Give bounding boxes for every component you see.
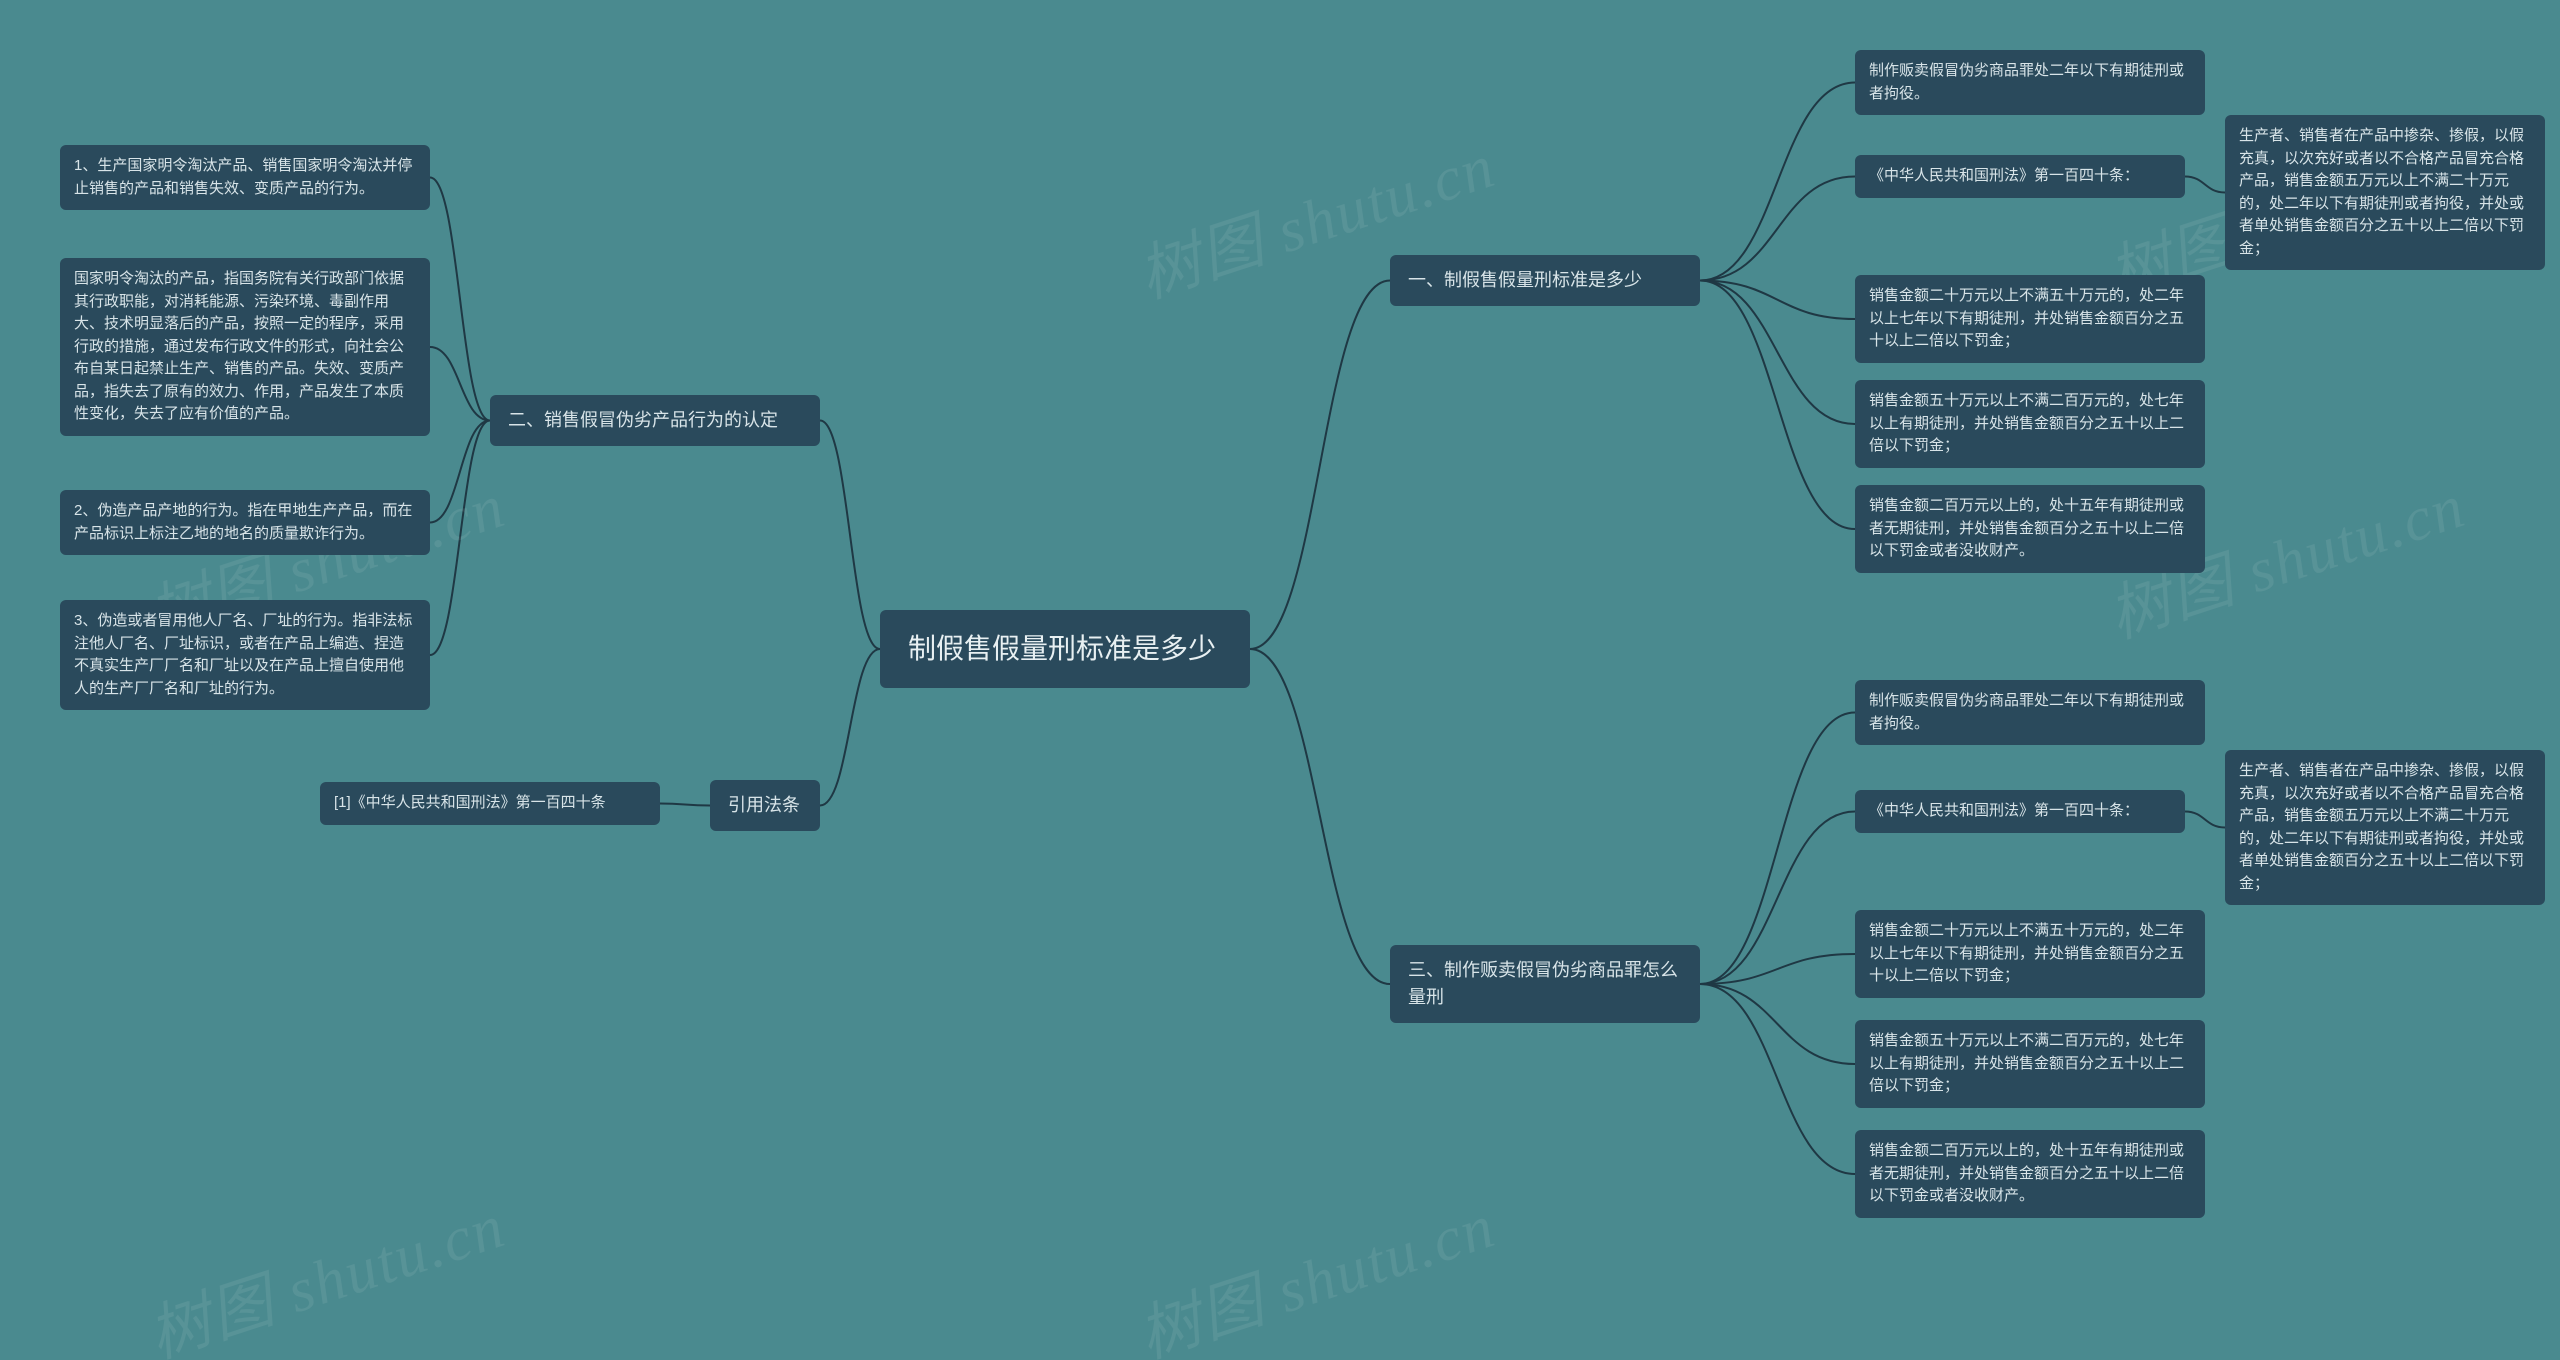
leaf-b3-1[interactable]: 制作贩卖假冒伪劣商品罪处二年以下有期徒刑或者拘役。 (1855, 680, 2205, 745)
leaf-b1-2-sub[interactable]: 生产者、销售者在产品中掺杂、掺假，以假充真，以次充好或者以不合格产品冒充合格产品… (2225, 115, 2545, 270)
branch-3[interactable]: 三、制作贩卖假冒伪劣商品罪怎么量刑 (1390, 945, 1700, 1023)
leaf-b1-1[interactable]: 制作贩卖假冒伪劣商品罪处二年以下有期徒刑或者拘役。 (1855, 50, 2205, 115)
branch-2[interactable]: 二、销售假冒伪劣产品行为的认定 (490, 395, 820, 446)
leaf-b1-2[interactable]: 《中华人民共和国刑法》第一百四十条： (1855, 155, 2185, 198)
watermark: 树图 shutu.cn (135, 1175, 515, 1360)
leaf-b3-5[interactable]: 销售金额二百万元以上的，处十五年有期徒刑或者无期徒刑，并处销售金额百分之五十以上… (1855, 1130, 2205, 1218)
watermark: 树图 shutu.cn (1125, 1175, 1505, 1360)
branch-1[interactable]: 一、制假售假量刑标准是多少 (1390, 255, 1700, 306)
root-node[interactable]: 制假售假量刑标准是多少 (880, 610, 1250, 688)
leaf-b3-4[interactable]: 销售金额五十万元以上不满二百万元的，处七年以上有期徒刑，并处销售金额百分之五十以… (1855, 1020, 2205, 1108)
leaf-b2-3[interactable]: 2、伪造产品产地的行为。指在甲地生产产品，而在产品标识上标注乙地的地名的质量欺诈… (60, 490, 430, 555)
leaf-b3-3[interactable]: 销售金额二十万元以上不满五十万元的，处二年以上七年以下有期徒刑，并处销售金额百分… (1855, 910, 2205, 998)
leaf-b3-2[interactable]: 《中华人民共和国刑法》第一百四十条： (1855, 790, 2185, 833)
branch-4[interactable]: 引用法条 (710, 780, 820, 831)
leaf-b4-1[interactable]: [1]《中华人民共和国刑法》第一百四十条 (320, 782, 660, 825)
leaf-b1-3[interactable]: 销售金额二十万元以上不满五十万元的，处二年以上七年以下有期徒刑，并处销售金额百分… (1855, 275, 2205, 363)
leaf-b2-2[interactable]: 国家明令淘汰的产品，指国务院有关行政部门依据其行政职能，对消耗能源、污染环境、毒… (60, 258, 430, 436)
leaf-b1-4[interactable]: 销售金额五十万元以上不满二百万元的，处七年以上有期徒刑，并处销售金额百分之五十以… (1855, 380, 2205, 468)
leaf-b3-2-sub[interactable]: 生产者、销售者在产品中掺杂、掺假，以假充真，以次充好或者以不合格产品冒充合格产品… (2225, 750, 2545, 905)
leaf-b1-5[interactable]: 销售金额二百万元以上的，处十五年有期徒刑或者无期徒刑，并处销售金额百分之五十以上… (1855, 485, 2205, 573)
leaf-b2-4[interactable]: 3、伪造或者冒用他人厂名、厂址的行为。指非法标注他人厂名、厂址标识，或者在产品上… (60, 600, 430, 710)
leaf-b2-1[interactable]: 1、生产国家明令淘汰产品、销售国家明令淘汰并停止销售的产品和销售失效、变质产品的… (60, 145, 430, 210)
